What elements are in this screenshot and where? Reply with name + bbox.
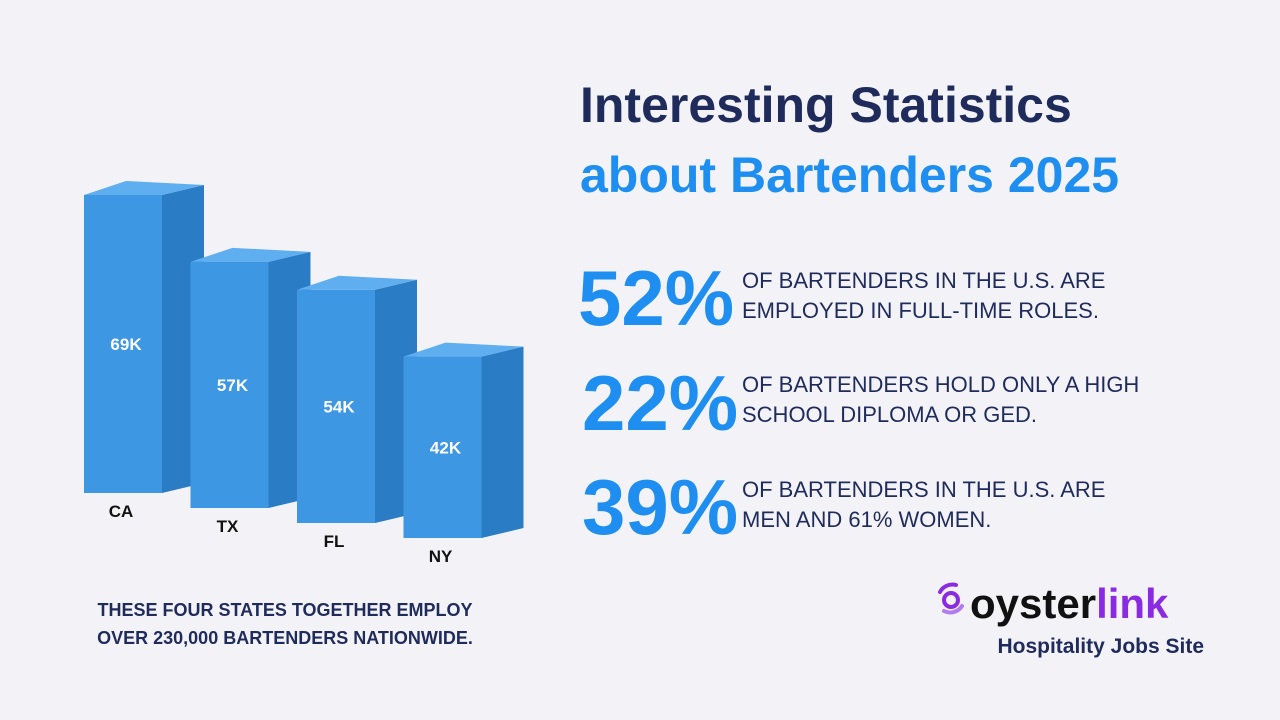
title-line: about Bartenders 2025: [580, 147, 1119, 203]
bar-top: [84, 181, 204, 195]
logo-part: link: [1096, 580, 1169, 627]
logo-part: oyster: [970, 580, 1096, 627]
bar-top: [403, 342, 524, 357]
category-label: NY: [429, 547, 453, 566]
bar: [190, 261, 269, 508]
title-line: Interesting Statistics: [580, 77, 1072, 133]
footnote: THESE FOUR STATES TOGETHER EMPLOY: [97, 600, 472, 620]
stat-figure: 22%: [582, 359, 738, 447]
value-label: 54K: [323, 397, 355, 416]
value-label: 57K: [217, 376, 249, 395]
footnote: OVER 230,000 BARTENDERS NATIONWIDE.: [97, 628, 473, 648]
category-label: FL: [324, 532, 345, 551]
logo-arc: [938, 582, 958, 594]
stat-text: EMPLOYED IN FULL-TIME ROLES.: [742, 298, 1099, 323]
logo-text: oysterlink: [970, 580, 1169, 627]
logo-icon: [938, 582, 964, 615]
stat-figure: 39%: [582, 463, 738, 551]
stat-figure: 52%: [578, 254, 734, 342]
bar-side: [481, 346, 524, 538]
stat-text: OF BARTENDERS IN THE U.S. ARE: [742, 268, 1105, 293]
category-label: TX: [217, 517, 239, 536]
bar-top: [190, 247, 311, 262]
category-label: CA: [109, 502, 134, 521]
bar-top: [297, 275, 417, 290]
stat-text: OF BARTENDERS HOLD ONLY A HIGH: [742, 372, 1139, 397]
stat-text: OF BARTENDERS IN THE U.S. ARE: [742, 477, 1105, 502]
value-label: 42K: [430, 438, 462, 457]
stat-text: SCHOOL DIPLOMA OR GED.: [742, 402, 1037, 427]
bar: [403, 356, 482, 538]
logo-ring: [942, 591, 960, 609]
logo-tagline: Hospitality Jobs Site: [997, 635, 1204, 658]
stat-text: MEN AND 61% WOMEN.: [742, 507, 991, 532]
logo-arc: [942, 604, 964, 615]
bar: [297, 289, 375, 523]
value-label: 69K: [110, 335, 142, 354]
bar: [84, 195, 162, 493]
